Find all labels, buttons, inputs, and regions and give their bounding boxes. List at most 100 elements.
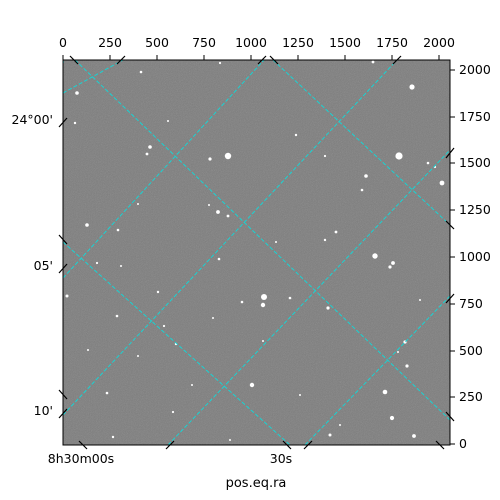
top-tick-label: 0: [59, 35, 67, 50]
star: [105, 391, 109, 395]
bottom-axis-title: pos.eq.ra: [226, 476, 287, 491]
left-tick-label: 24°00': [12, 112, 54, 127]
bottom-tick-mark: [165, 440, 175, 450]
star: [208, 157, 212, 161]
right-tick-label: 2000: [459, 62, 491, 77]
star: [391, 261, 395, 265]
top-edge-tick: [392, 55, 402, 65]
star: [224, 152, 232, 160]
star: [95, 261, 99, 265]
right-tick-label: 500: [459, 343, 483, 358]
star: [145, 152, 149, 156]
star: [275, 241, 277, 243]
star: [339, 424, 341, 426]
star: [167, 120, 169, 122]
star: [217, 257, 221, 261]
left-tick-mark: [58, 389, 68, 400]
star: [216, 210, 220, 214]
right-tick-label: 0: [459, 436, 467, 451]
grid-line: [272, 60, 450, 226]
top-tick-label: 1500: [329, 35, 361, 50]
star: [212, 317, 214, 319]
star: [111, 435, 115, 439]
coordinate-grid: [63, 60, 450, 445]
top-axis: [62, 55, 440, 60]
star: [288, 296, 292, 300]
star: [395, 152, 403, 160]
star: [116, 228, 120, 232]
bottom-tick-mark: [78, 440, 88, 450]
grid-line: [63, 60, 124, 94]
star: [87, 349, 89, 351]
star: [115, 314, 119, 318]
grid-line: [167, 149, 450, 445]
star: [240, 300, 244, 304]
star: [260, 302, 266, 308]
star: [360, 188, 364, 192]
star: [419, 299, 421, 301]
star: [371, 60, 375, 64]
star: [299, 394, 301, 396]
star: [405, 364, 409, 368]
right-edge-tick: [445, 147, 455, 159]
star: [137, 355, 139, 357]
star: [326, 306, 330, 310]
star: [137, 203, 139, 205]
image-noise: [63, 60, 450, 445]
top-edge-tick: [69, 55, 79, 65]
bottom-tick-mark: [282, 440, 292, 450]
grid-line: [63, 60, 398, 416]
stars-layer: [65, 60, 445, 441]
bottom-tick-label: 8h30m00s: [48, 451, 114, 466]
star: [372, 253, 378, 259]
grid-line: [63, 60, 265, 279]
star: [426, 161, 430, 165]
top-tick-label: 2000: [423, 35, 455, 50]
edge-grid-ticks: [69, 55, 455, 422]
star: [409, 84, 415, 90]
right-tick-label: 1250: [459, 202, 491, 217]
right-tick-label: 250: [459, 389, 483, 404]
star: [226, 214, 230, 218]
top-tick-label: 1000: [235, 35, 267, 50]
right-tick-label: 1500: [459, 155, 491, 170]
bottom-tick-mark: [303, 440, 313, 450]
star: [323, 238, 327, 242]
star: [323, 154, 327, 158]
star: [294, 133, 298, 137]
top-tick-label: 1750: [376, 35, 408, 50]
star: [65, 294, 69, 298]
top-edge-tick: [116, 55, 126, 65]
star: [364, 174, 368, 178]
star: [139, 70, 143, 74]
star: [156, 290, 160, 294]
star: [120, 265, 122, 267]
left-tick-mark: [58, 234, 68, 245]
right-edge-tick: [445, 220, 455, 230]
top-tick-label: 750: [192, 35, 216, 50]
bottom-tick-label: 30s: [270, 451, 292, 466]
star: [191, 384, 193, 386]
top-tick-label: 250: [98, 35, 122, 50]
left-tick-label: 05': [34, 258, 53, 273]
right-tick-label: 1000: [459, 249, 491, 264]
left-axis: [58, 117, 68, 419]
star: [229, 439, 231, 441]
top-edge-tick: [269, 55, 279, 65]
star: [334, 230, 338, 234]
star: [328, 433, 332, 437]
right-tick-label: 750: [459, 296, 483, 311]
star: [382, 389, 388, 395]
star: [397, 351, 399, 353]
bottom-axis: [78, 440, 445, 450]
right-edge-tick: [445, 293, 455, 304]
star: [249, 382, 255, 388]
star: [162, 324, 166, 328]
star: [73, 121, 77, 125]
star: [85, 223, 89, 227]
star: [439, 180, 445, 186]
left-tick-mark: [58, 408, 68, 419]
left-tick-label: 10': [34, 403, 53, 418]
axes-frame: [62, 59, 451, 446]
